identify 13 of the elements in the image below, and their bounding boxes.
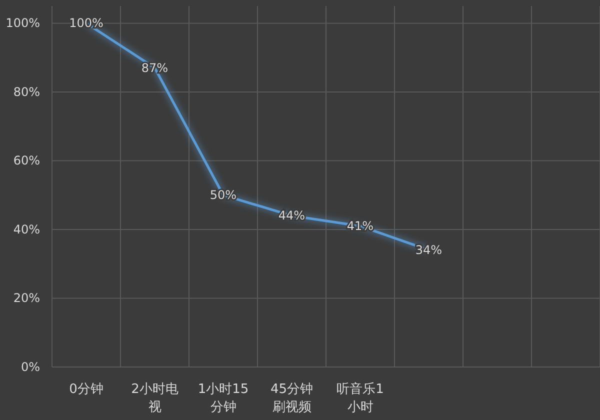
data-label: 34% — [415, 243, 442, 258]
x-tick-label: 1小时15分钟 — [198, 382, 249, 415]
x-tick-label: 0分钟 — [69, 382, 104, 397]
y-tick-label: 0% — [20, 360, 40, 374]
y-tick-label: 40% — [13, 222, 40, 236]
y-tick-label: 60% — [13, 154, 40, 168]
x-tick-label: 45分钟刷视频 — [270, 382, 314, 415]
y-tick-label: 80% — [13, 84, 40, 99]
y-tick-label: 100% — [6, 16, 40, 30]
y-tick-label: 20% — [13, 291, 40, 306]
data-label: 100% — [69, 16, 104, 30]
x-tick-label: 听音乐1小时 — [336, 382, 384, 415]
x-tick-label: 2小时电视 — [131, 382, 178, 415]
